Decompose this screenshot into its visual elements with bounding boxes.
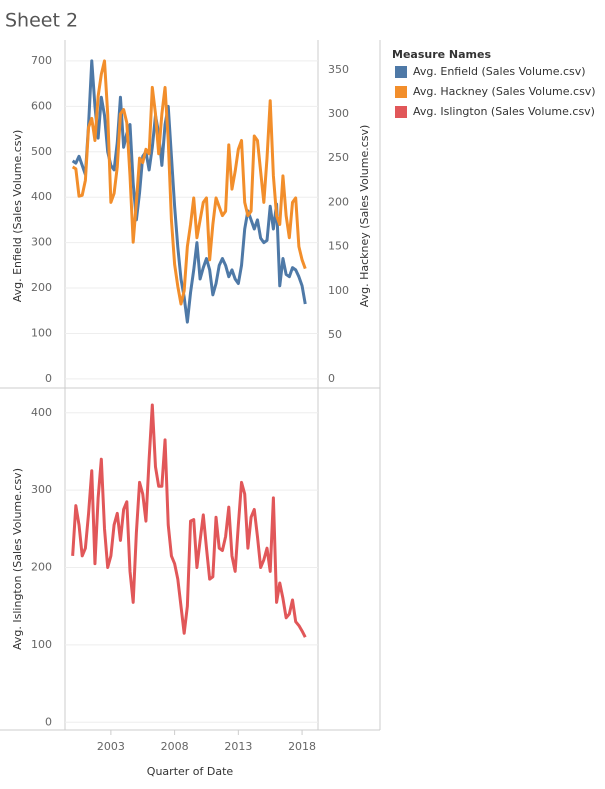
- y-tick-label: 700: [31, 54, 52, 67]
- legend-swatch: [395, 66, 407, 78]
- y-tick-label: 100: [31, 326, 52, 339]
- y-tick-label: 100: [31, 638, 52, 651]
- y-tick-label: 200: [31, 281, 52, 294]
- chart-title: Sheet 2: [5, 10, 78, 32]
- y2-axis-title: Avg. Hackney (Sales Volume.csv): [358, 125, 371, 308]
- y-axis-title: Avg. Enfield (Sales Volume.csv): [11, 130, 24, 303]
- legend-swatch: [395, 86, 407, 98]
- y-tick-label: 0: [328, 372, 335, 385]
- y-tick-label: 200: [328, 195, 349, 208]
- y-tick-label: 100: [328, 284, 349, 297]
- y-tick-label: 400: [31, 406, 52, 419]
- legend-label: Avg. Enfield (Sales Volume.csv): [413, 65, 586, 78]
- y-tick-label: 0: [45, 715, 52, 728]
- series-line: [71, 59, 307, 306]
- y-tick-label: 250: [328, 151, 349, 164]
- x-tick-label: 2018: [288, 740, 316, 753]
- legend-label: Avg. Hackney (Sales Volume.csv): [413, 85, 596, 98]
- legend-swatch: [395, 106, 407, 118]
- y-tick-label: 350: [328, 63, 349, 76]
- x-tick-label: 2008: [161, 740, 189, 753]
- y-tick-label: 500: [31, 145, 52, 158]
- y3-axis-title: Avg. Islington (Sales Volume.csv): [11, 468, 24, 650]
- x-tick-label: 2013: [224, 740, 252, 753]
- legend-title: Measure Names: [392, 48, 491, 61]
- x-axis-title: Quarter of Date: [147, 765, 234, 778]
- x-tick-label: 2003: [97, 740, 125, 753]
- y-tick-label: 300: [31, 236, 52, 249]
- y-tick-label: 300: [328, 107, 349, 120]
- y-tick-label: 400: [31, 190, 52, 203]
- y-tick-label: 600: [31, 99, 52, 112]
- y-tick-label: 0: [45, 372, 52, 385]
- legend-label: Avg. Islington (Sales Volume.csv): [413, 105, 595, 118]
- y-tick-label: 200: [31, 561, 52, 574]
- series-line: [71, 403, 307, 638]
- series-line: [71, 59, 307, 324]
- y-tick-label: 50: [328, 328, 342, 341]
- y-tick-label: 300: [31, 483, 52, 496]
- y-tick-label: 150: [328, 240, 349, 253]
